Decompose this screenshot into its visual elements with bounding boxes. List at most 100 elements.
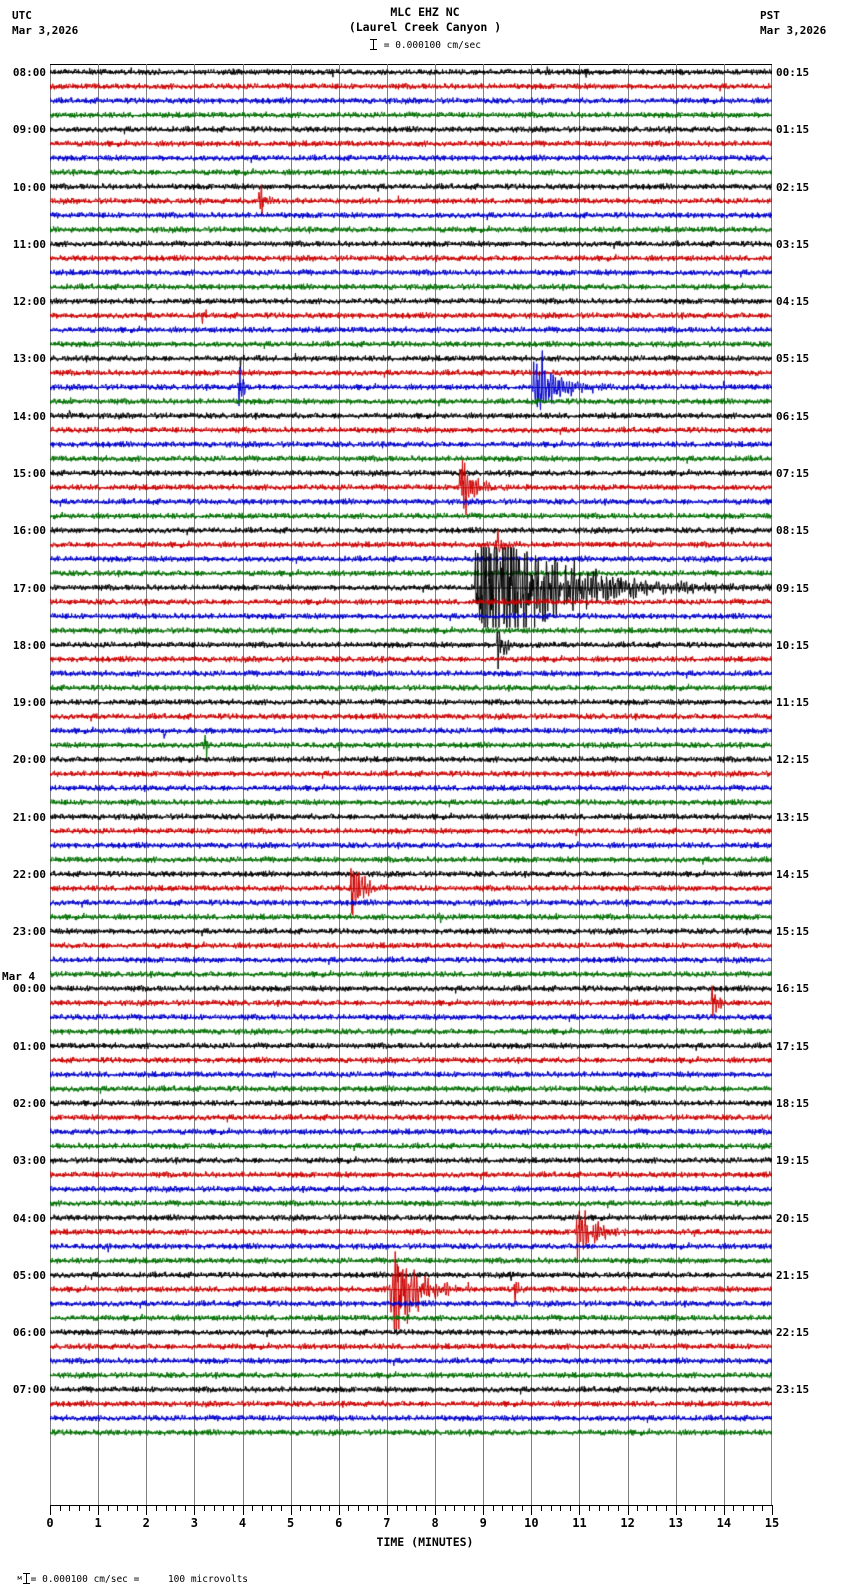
utc-hour-label-1300: 13:00 — [12, 352, 46, 366]
utc-hour-label-2000: 20:00 — [12, 753, 46, 767]
x-tick-label-3: 3 — [190, 1516, 198, 1530]
x-minor-tick — [300, 1505, 302, 1511]
x-minor-tick — [271, 1505, 273, 1511]
x-minor-tick — [637, 1505, 639, 1511]
x-major-tick — [338, 1505, 340, 1515]
station-subtitle: (Laurel Creek Canyon ) — [348, 20, 502, 34]
x-minor-tick — [666, 1505, 668, 1511]
x-minor-tick — [540, 1505, 542, 1511]
seismogram-plot-area — [50, 64, 772, 1505]
utc-hour-label-0800: 08:00 — [12, 66, 46, 79]
x-major-tick — [50, 1505, 51, 1515]
vertical-scale-bar-icon — [22, 1572, 31, 1584]
x-major-tick — [290, 1505, 292, 1515]
x-minor-tick — [492, 1505, 494, 1511]
utc-hour-label-0900: 09:00 — [12, 123, 46, 137]
x-tick-label-12: 12 — [620, 1516, 635, 1530]
x-minor-tick — [502, 1505, 504, 1511]
pst-hour-label-1915: 19:15 — [776, 1154, 810, 1168]
x-minor-tick — [319, 1505, 321, 1511]
x-minor-tick — [165, 1505, 167, 1511]
x-major-tick — [194, 1505, 196, 1515]
x-minor-tick — [127, 1505, 128, 1511]
x-minor-tick — [608, 1505, 610, 1511]
pst-hour-label-0915: 09:15 — [776, 581, 810, 595]
x-major-tick — [146, 1505, 148, 1515]
x-minor-tick — [733, 1505, 735, 1511]
pst-hour-label-0415: 04:15 — [776, 295, 810, 309]
x-major-tick — [531, 1505, 533, 1515]
left-timezone-label: UTC — [12, 9, 32, 22]
x-minor-tick — [281, 1505, 283, 1511]
utc-hour-label-0700: 07:00 — [12, 1383, 46, 1397]
utc-hour-label-1000: 10:00 — [12, 180, 46, 194]
vertical-scale-bar-icon — [369, 38, 378, 50]
header-scale-row: = 0.000100 cm/sec — [0, 38, 850, 51]
pst-hour-label-0615: 06:15 — [776, 409, 810, 423]
header: UTC Mar 3,2026 MLC EHZ NC (Laurel Creek … — [0, 0, 850, 60]
pst-hour-label-0515: 05:15 — [776, 352, 810, 366]
pst-hour-label-2015: 20:15 — [776, 1211, 810, 1225]
x-minor-tick — [569, 1505, 571, 1511]
x-minor-tick — [88, 1505, 90, 1511]
x-tick-label-13: 13 — [668, 1516, 683, 1530]
pst-hour-label-1515: 15:15 — [776, 925, 810, 939]
pst-hour-label-1015: 10:15 — [776, 638, 810, 652]
x-minor-tick — [473, 1505, 475, 1511]
x-minor-tick — [454, 1505, 456, 1511]
x-major-tick — [772, 1505, 773, 1515]
x-minor-tick — [550, 1505, 552, 1511]
x-minor-tick — [367, 1505, 369, 1511]
x-minor-tick — [444, 1505, 446, 1511]
utc-hour-label-2300: 23:00 — [12, 925, 46, 939]
pst-hour-label-0315: 03:15 — [776, 237, 810, 251]
x-minor-tick — [309, 1505, 311, 1511]
x-major-tick — [579, 1505, 581, 1515]
x-minor-tick — [415, 1505, 417, 1511]
x-tick-label-2: 2 — [142, 1516, 150, 1530]
pst-hour-label-1315: 13:15 — [776, 810, 810, 824]
x-minor-tick — [685, 1505, 687, 1511]
x-minor-tick — [358, 1505, 360, 1511]
header-right-timezone-block: PST Mar 3,2026 — [760, 8, 826, 38]
x-minor-tick — [204, 1505, 206, 1511]
x-major-tick — [723, 1505, 725, 1515]
x-minor-tick — [521, 1505, 523, 1511]
utc-hour-label-1500: 15:00 — [12, 466, 46, 480]
x-minor-tick — [223, 1505, 225, 1511]
x-minor-tick — [213, 1505, 215, 1511]
pst-hour-label-1615: 16:15 — [776, 982, 810, 996]
x-tick-label-1: 1 — [94, 1516, 102, 1530]
pst-hour-label-0715: 07:15 — [776, 466, 810, 480]
utc-hour-label-1700: 17:00 — [12, 581, 46, 595]
x-major-tick — [386, 1505, 388, 1515]
x-minor-tick — [69, 1505, 71, 1511]
pst-hour-label-0215: 02:15 — [776, 180, 810, 194]
header-left-timezone-block: UTC Mar 3,2026 — [12, 8, 78, 38]
x-major-tick — [483, 1505, 485, 1515]
x-tick-label-6: 6 — [335, 1516, 343, 1530]
pst-hour-label-2315: 23:15 — [776, 1383, 810, 1397]
x-minor-tick — [329, 1505, 331, 1511]
x-minor-tick — [589, 1505, 591, 1511]
x-minor-tick — [117, 1505, 119, 1511]
x-minor-tick — [704, 1505, 706, 1511]
x-tick-label-5: 5 — [287, 1516, 295, 1530]
pst-hour-label-0015: 00:15 — [776, 66, 810, 79]
x-minor-tick — [752, 1505, 754, 1511]
x-tick-label-8: 8 — [431, 1516, 439, 1530]
utc-hour-label-1800: 18:00 — [12, 638, 46, 652]
x-minor-tick — [252, 1505, 254, 1511]
pst-hour-label-0815: 08:15 — [776, 524, 810, 538]
station-title: MLC EHZ NC — [390, 5, 460, 19]
utc-hour-label-2200: 22:00 — [12, 867, 46, 881]
x-minor-tick — [646, 1505, 648, 1511]
x-minor-tick — [762, 1505, 764, 1511]
utc-hour-label-1200: 12:00 — [12, 295, 46, 309]
x-major-tick — [675, 1505, 677, 1515]
header-center-block: MLC EHZ NC (Laurel Creek Canyon ) — [0, 5, 850, 35]
utc-hour-label-0200: 02:00 — [12, 1097, 46, 1111]
utc-hour-label-0100: 01:00 — [12, 1039, 46, 1053]
x-tick-label-11: 11 — [572, 1516, 587, 1530]
utc-hour-label-1100: 11:00 — [12, 237, 46, 251]
